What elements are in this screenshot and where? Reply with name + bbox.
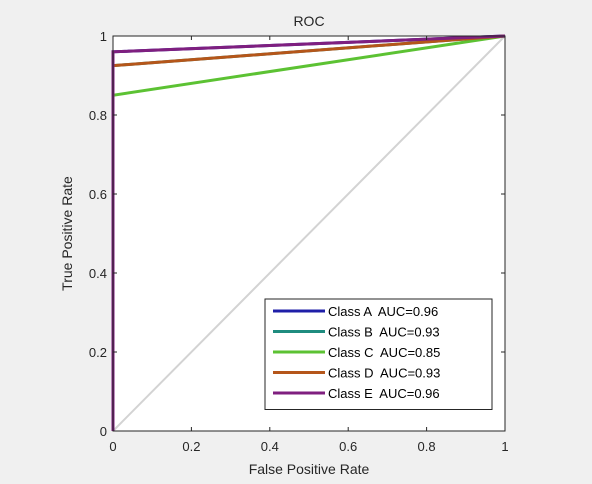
legend-entry-label: Class B AUC=0.93 (328, 325, 440, 340)
x-tick-label: 0.6 (339, 439, 357, 454)
y-tick-label: 0.8 (89, 108, 107, 123)
y-tick-layer: 0 0.2 0.4 0.6 0.8 1 (89, 29, 505, 439)
y-tick-label: 0.4 (89, 266, 107, 281)
y-tick-label: 1 (100, 29, 107, 44)
x-tick-label: 0 (109, 439, 116, 454)
legend-box (264, 298, 493, 410)
x-tick-layer: 0 0.2 0.4 0.6 0.8 1 (109, 36, 509, 454)
legend-entry-label: Class E AUC=0.96 (328, 386, 440, 401)
y-axis-label: True Positive Rate (59, 176, 75, 291)
x-tick-label: 0.4 (261, 439, 279, 454)
chart-title: ROC (293, 13, 324, 29)
legend-entry-label: Class A AUC=0.96 (328, 304, 438, 319)
x-tick-label: 0.8 (418, 439, 436, 454)
legend-entry-label: Class D AUC=0.93 (328, 366, 440, 381)
y-tick-label: 0.6 (89, 187, 107, 202)
x-tick-label: 0.2 (182, 439, 200, 454)
x-tick-label: 1 (501, 439, 508, 454)
y-tick-label: 0 (100, 424, 107, 439)
legend: Class A AUC=0.96 Class B AUC=0.93 Class C … (264, 298, 493, 410)
legend-entry-label: Class C AUC=0.85 (328, 345, 440, 360)
x-axis-label: False Positive Rate (249, 461, 370, 477)
y-tick-label: 0.2 (89, 345, 107, 360)
reference-diagonal-layer (112, 35, 506, 432)
reference-diagonal-line (112, 35, 506, 432)
plot-frame (112, 35, 506, 432)
